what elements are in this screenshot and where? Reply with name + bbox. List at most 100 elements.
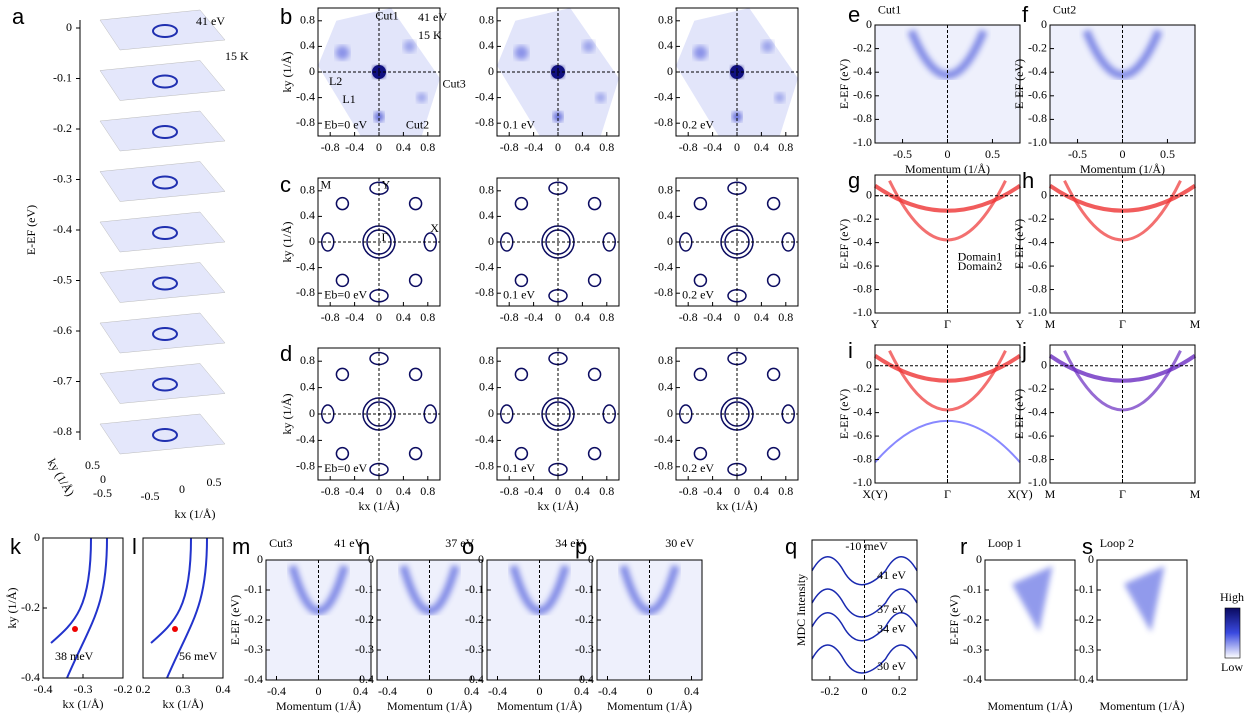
contour xyxy=(408,446,423,461)
y-tick-label: -0.4 xyxy=(465,672,484,686)
y-tick-label: -0.2 xyxy=(355,612,374,626)
y-tick-label: -0.2 xyxy=(21,600,40,614)
slice xyxy=(99,312,226,354)
slice xyxy=(99,110,226,152)
y-tick-label: -0.4 xyxy=(296,432,315,446)
x-label: Momentum (1/Å) xyxy=(988,699,1073,713)
y-tick-label: 0.8 xyxy=(658,353,673,367)
y-tick-label: 0.4 xyxy=(479,38,494,52)
y-tick-label: 0.8 xyxy=(479,183,494,197)
x-label: kx (1/Å) xyxy=(175,507,216,521)
note: 0.2 eV xyxy=(682,461,714,475)
contour xyxy=(150,537,192,644)
contour xyxy=(766,367,781,382)
x-tick-label: -0.5 xyxy=(141,489,160,503)
slice xyxy=(99,9,226,51)
y-tick-label: -0.1 xyxy=(575,582,594,596)
contour xyxy=(514,446,529,461)
band xyxy=(1063,350,1182,412)
x-tick-label: 0 xyxy=(555,310,561,324)
note: 30 eV xyxy=(665,536,694,550)
y-tick-label: -0.8 xyxy=(1028,451,1047,465)
x-tick-label: 0 xyxy=(734,484,740,498)
x-label: kx (1/Å) xyxy=(63,697,104,711)
y-tick-label: -0.3 xyxy=(1075,642,1094,656)
y-label: ky (1/Å) xyxy=(280,52,294,93)
x-label: kx (1/Å) xyxy=(717,499,758,513)
y-tick-label: -0.8 xyxy=(475,459,494,473)
x-tick-label: 0 xyxy=(647,684,653,698)
spot xyxy=(761,40,774,53)
spot xyxy=(774,92,785,103)
note: 15 K xyxy=(418,28,442,42)
y-tick-label: -0.3 xyxy=(963,642,982,656)
y-tick-label: -0.4 xyxy=(355,672,374,686)
x-tick-label: -0.8 xyxy=(321,140,340,154)
x-tick-label: -0.8 xyxy=(679,310,698,324)
x-tick-label: 0 xyxy=(376,484,382,498)
y-tick-label: 0 xyxy=(1041,17,1047,31)
y-tick-label: 0.8 xyxy=(479,353,494,367)
slice xyxy=(99,413,226,455)
y-tick-label: -0.2 xyxy=(1028,381,1047,395)
x-label: kx (1/Å) xyxy=(163,697,204,711)
spectrum xyxy=(1050,25,1195,143)
x-tick-label: 0 xyxy=(734,310,740,324)
x-tick-label: 0.4 xyxy=(754,484,769,498)
x-tick-label: 0.2 xyxy=(892,684,907,698)
band xyxy=(888,350,1007,412)
x-tick-label: M xyxy=(1045,487,1056,501)
band xyxy=(888,180,1007,242)
x-label: kx (1/Å) xyxy=(359,499,400,513)
spot xyxy=(152,226,178,240)
x-tick-label: -0.4 xyxy=(488,684,507,698)
spot xyxy=(693,45,708,60)
y-tick-label: -0.8 xyxy=(296,459,315,473)
y-tick-label: -0.4 xyxy=(475,89,494,103)
panel-label: e xyxy=(848,2,860,27)
y-tick-label: -0.6 xyxy=(1028,88,1047,102)
y-tick-label: 0 xyxy=(66,20,72,34)
y-tick-label: -0.7 xyxy=(53,373,72,387)
note: Loop 1 xyxy=(988,536,1022,550)
x-label: Momentum (1/Å) xyxy=(905,162,990,176)
panel-label: k xyxy=(10,534,22,559)
y-tick-label: 0 xyxy=(866,187,872,201)
y-tick-label: -0.8 xyxy=(853,111,872,125)
colorbar xyxy=(1224,607,1241,659)
x-tick-label: -0.4 xyxy=(524,484,543,498)
mdc-curve xyxy=(811,588,918,618)
x-tick-label: 0.4 xyxy=(754,310,769,324)
y-tick-label: 0.4 xyxy=(300,38,315,52)
x-tick-label: 0.4 xyxy=(754,140,769,154)
y-tick-label: -0.8 xyxy=(475,115,494,129)
y-tick-label: -0.2 xyxy=(575,612,594,626)
contour xyxy=(693,273,708,288)
spot xyxy=(416,92,427,103)
y-tick-label: 0 xyxy=(368,552,374,566)
y-tick-label: 0 xyxy=(309,64,315,78)
panel-label: d xyxy=(280,341,292,366)
y-tick-label: -1.0 xyxy=(853,135,872,149)
y-tick-label: -0.1 xyxy=(244,582,263,596)
y-tick-label: 0 xyxy=(1088,552,1094,566)
x-tick-label: 0.8 xyxy=(420,140,435,154)
note: 41 eV xyxy=(196,14,225,28)
x-tick-label: -0.4 xyxy=(345,310,364,324)
panel-label: l xyxy=(132,534,137,559)
x-tick-label: X(Y) xyxy=(1007,487,1032,501)
note: Cut1 xyxy=(878,3,901,17)
contour xyxy=(587,367,602,382)
y-tick-label: 0.8 xyxy=(300,353,315,367)
note: Cut3 xyxy=(269,536,292,550)
y-tick-label: -0.8 xyxy=(654,115,673,129)
spot xyxy=(152,175,178,190)
y-tick-label: -0.6 xyxy=(1028,428,1047,442)
x-tick-label: 0 xyxy=(555,484,561,498)
y-tick-label: 0 xyxy=(34,530,40,544)
x-tick-label: 0.2 xyxy=(136,682,151,696)
x-tick-label: 0 xyxy=(376,140,382,154)
contour xyxy=(514,196,529,211)
panel-label: i xyxy=(848,338,853,363)
spot xyxy=(152,327,178,341)
